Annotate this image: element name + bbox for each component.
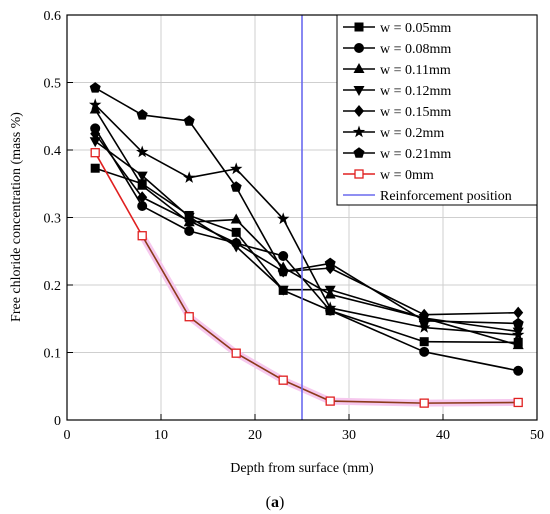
- data-point: [90, 82, 101, 93]
- y-tick-label: 0.3: [44, 212, 62, 227]
- series-line-segment: [142, 236, 189, 317]
- data-point: [326, 397, 334, 405]
- y-tick-label: 0.2: [44, 279, 62, 294]
- data-point: [185, 313, 193, 321]
- x-axis-label: Depth from surface (mm): [230, 461, 374, 476]
- data-point: [325, 258, 336, 269]
- data-point: [232, 349, 240, 357]
- legend-label: w = 0.05mm: [380, 21, 451, 36]
- legend-label: w = 0.21mm: [380, 147, 451, 162]
- data-point: [183, 171, 195, 183]
- legend-label: w = 0.15mm: [380, 105, 451, 120]
- x-tick-label: 40: [436, 428, 450, 443]
- legend-marker: [354, 43, 364, 53]
- series-line-segment: [424, 402, 518, 403]
- data-point: [420, 399, 428, 407]
- data-point: [278, 251, 288, 261]
- y-axis: 0 0.1 0.2 0.3 0.4 0.5 0.6: [44, 9, 74, 429]
- legend: w = 0.05mm w = 0.08mm w = 0.11mm w = 0.12mm…: [337, 15, 537, 205]
- legend-marker: [355, 23, 364, 32]
- data-point: [91, 164, 100, 173]
- data-point: [514, 398, 522, 406]
- x-tick-label: 50: [530, 428, 544, 443]
- legend-marker: [355, 170, 363, 178]
- data-point: [231, 214, 242, 224]
- data-point: [419, 347, 429, 357]
- y-tick-label: 0.1: [44, 347, 62, 362]
- data-point: [279, 376, 287, 384]
- series-line-segment: [283, 380, 330, 401]
- y-axis-label: Free chloride concentration (mass %): [9, 112, 24, 322]
- data-point: [91, 149, 99, 157]
- data-point: [420, 337, 429, 346]
- data-point: [513, 366, 523, 376]
- data-point: [184, 226, 194, 236]
- data-point: [138, 232, 146, 240]
- y-tick-label: 0.6: [44, 9, 62, 24]
- data-point: [231, 237, 241, 249]
- series-line-segment: [189, 317, 236, 353]
- data-point: [137, 109, 148, 120]
- series-line-segment: [236, 353, 283, 380]
- y-tick-label: 0.4: [44, 144, 62, 159]
- x-tick-label: 30: [342, 428, 356, 443]
- figure-caption: (a): [266, 494, 285, 511]
- x-tick-label: 20: [248, 428, 262, 443]
- legend-label: Reinforcement position: [380, 189, 512, 204]
- data-point: [513, 307, 523, 319]
- x-tick-label: 0: [64, 428, 71, 443]
- legend-label: w = 0.11mm: [380, 63, 451, 78]
- legend-label: w = 0.12mm: [380, 84, 451, 99]
- data-point: [513, 318, 524, 329]
- x-tick-label: 10: [154, 428, 168, 443]
- data-point: [184, 115, 195, 126]
- data-point: [232, 228, 241, 237]
- data-point: [278, 266, 289, 277]
- legend-label: w = 0mm: [380, 168, 434, 183]
- y-tick-label: 0: [54, 414, 61, 429]
- figure-caption-letter: a: [271, 494, 279, 511]
- legend-label: w = 0.2mm: [380, 126, 444, 141]
- y-tick-label: 0.5: [44, 77, 62, 92]
- x-axis: 0 10 20 30 40 50: [64, 414, 545, 443]
- legend-label: w = 0.08mm: [380, 42, 451, 57]
